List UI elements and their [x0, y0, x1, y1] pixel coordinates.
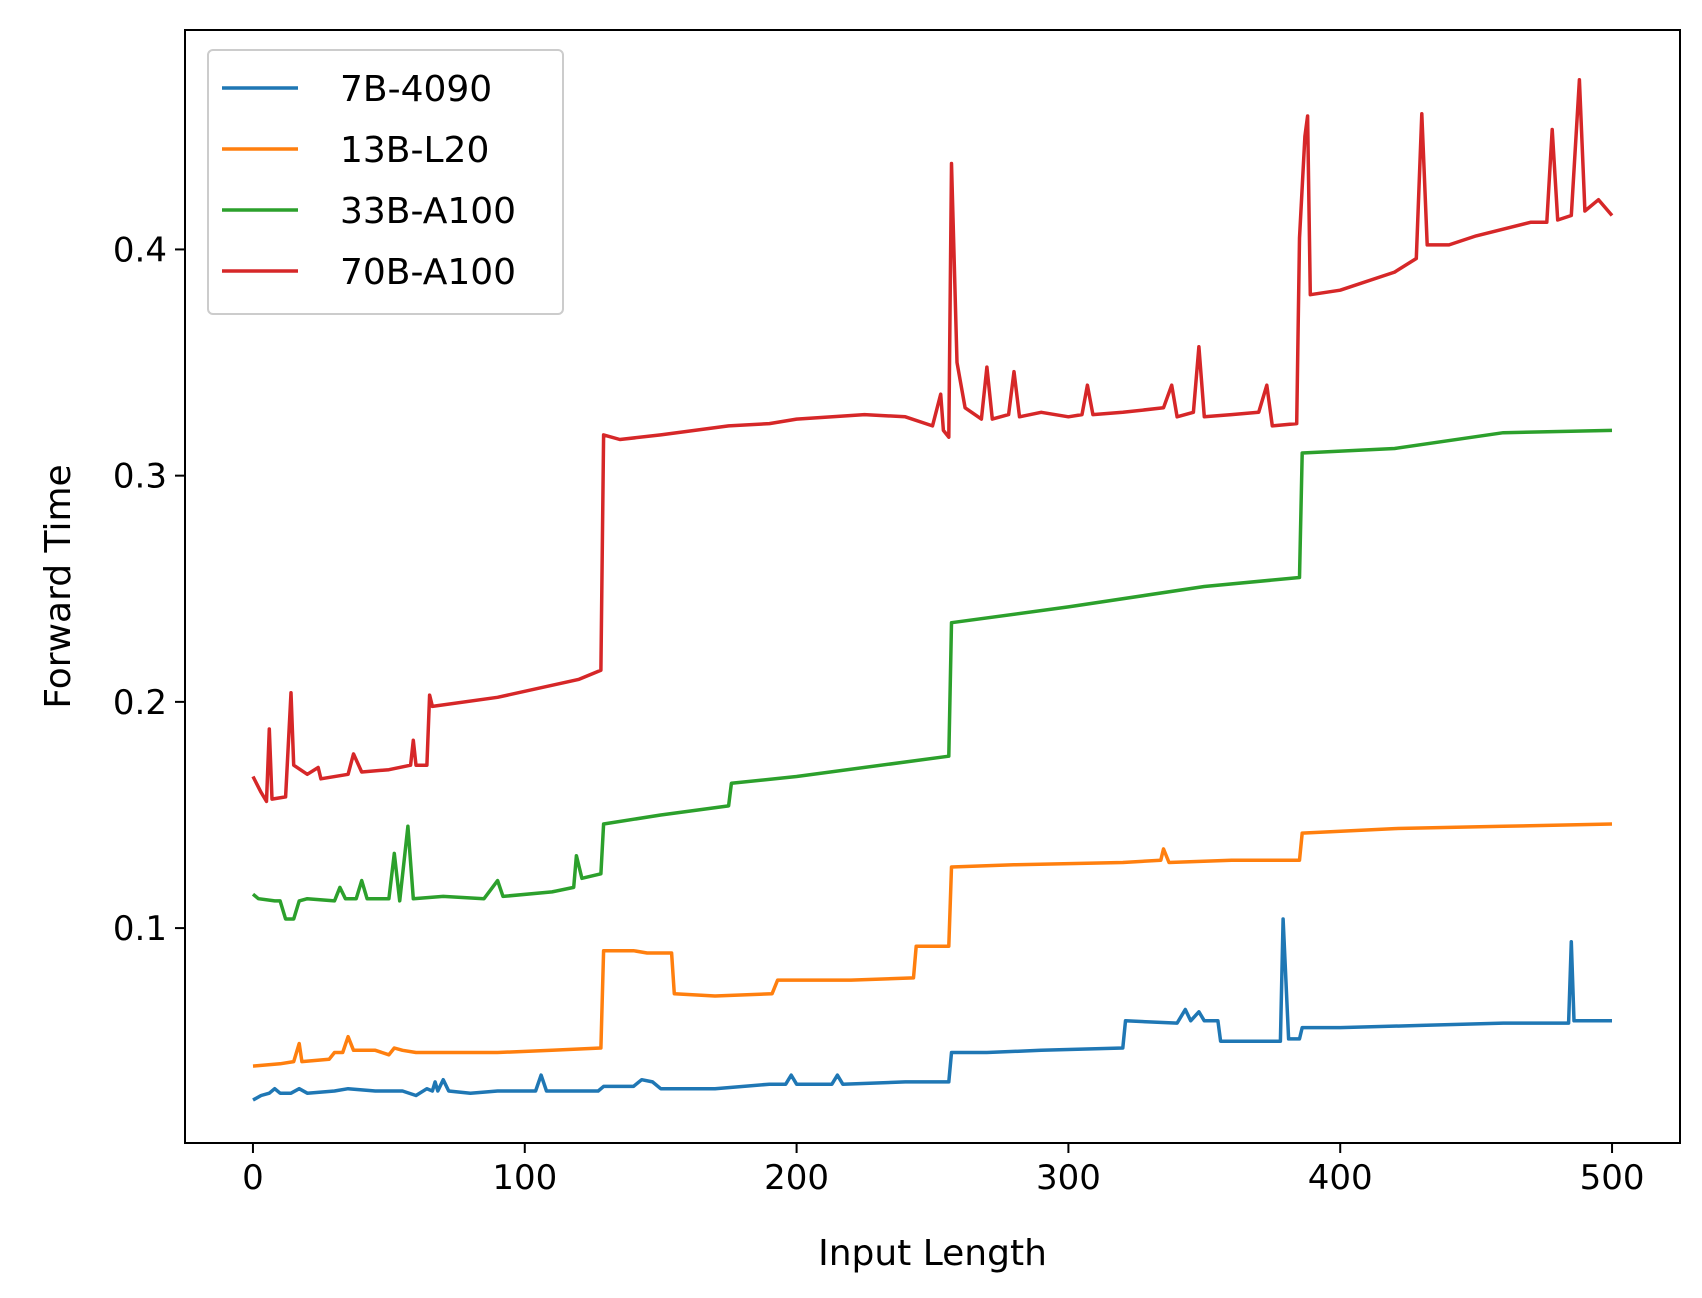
series-line-33B-A100	[251, 428, 1613, 921]
series-line-70B-A100	[251, 78, 1614, 804]
y-tick-label: 0.4	[113, 230, 167, 270]
y-axis-label: Forward Time	[38, 464, 79, 708]
x-tick-label: 400	[1308, 1158, 1373, 1198]
x-tick-label: 100	[492, 1158, 557, 1198]
y-tick-label: 0.3	[113, 457, 167, 497]
legend-label: 70B-A100	[340, 252, 516, 293]
x-tick-label: 500	[1580, 1158, 1645, 1198]
y-tick-label: 0.1	[113, 909, 167, 949]
legend-label: 13B-L20	[340, 130, 489, 171]
y-axis-ticks: 0.1 0.2 0.3 0.4	[113, 230, 185, 949]
x-tick-label: 200	[764, 1158, 829, 1198]
series-layer	[251, 78, 1614, 1102]
legend-label: 7B-4090	[340, 69, 492, 110]
legend-label: 33B-A100	[340, 191, 516, 232]
x-axis-ticks: 0 100 200 300 400 500	[242, 1143, 1644, 1198]
x-axis-label: Input Length	[818, 1233, 1047, 1274]
legend-box	[207, 49, 564, 315]
y-tick-label: 0.2	[113, 683, 167, 723]
series-line-7B-4090	[252, 917, 1612, 1102]
x-tick-label: 300	[1036, 1158, 1101, 1198]
legend: 7B-4090 13B-L20 33B-A100 70B-A100	[207, 49, 564, 315]
x-tick-label: 0	[242, 1158, 264, 1198]
plot-frame	[184, 29, 1681, 1144]
series-line-13B-L20	[252, 822, 1613, 1068]
